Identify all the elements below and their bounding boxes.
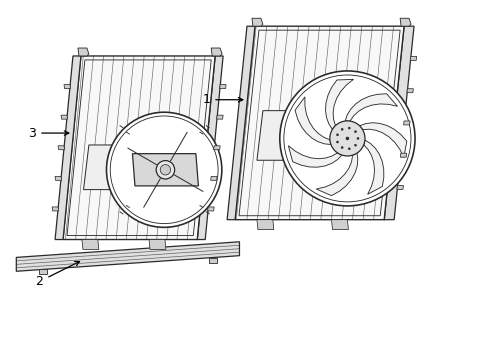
Ellipse shape <box>106 112 222 227</box>
Ellipse shape <box>348 148 350 150</box>
Polygon shape <box>211 176 217 180</box>
Polygon shape <box>39 269 47 274</box>
Polygon shape <box>252 18 263 26</box>
Ellipse shape <box>337 141 339 143</box>
Polygon shape <box>257 220 274 230</box>
Ellipse shape <box>354 144 357 146</box>
Polygon shape <box>295 97 331 144</box>
Polygon shape <box>325 79 353 129</box>
Ellipse shape <box>280 71 415 206</box>
Ellipse shape <box>345 137 349 140</box>
Polygon shape <box>404 121 410 125</box>
Ellipse shape <box>337 134 339 136</box>
Polygon shape <box>82 239 99 249</box>
Ellipse shape <box>156 161 174 179</box>
Polygon shape <box>316 153 358 195</box>
Polygon shape <box>208 207 214 211</box>
Polygon shape <box>61 115 68 119</box>
Polygon shape <box>214 146 220 150</box>
Text: 2: 2 <box>36 261 79 288</box>
Polygon shape <box>384 26 414 220</box>
Polygon shape <box>197 56 223 239</box>
Polygon shape <box>360 123 407 157</box>
Polygon shape <box>235 26 404 220</box>
Polygon shape <box>52 207 59 211</box>
Polygon shape <box>364 140 384 194</box>
Ellipse shape <box>341 128 343 130</box>
Text: 1: 1 <box>202 93 243 106</box>
Polygon shape <box>220 85 226 89</box>
Polygon shape <box>400 18 411 26</box>
Polygon shape <box>332 220 348 230</box>
Polygon shape <box>16 242 240 271</box>
Ellipse shape <box>330 121 365 156</box>
Polygon shape <box>257 111 294 160</box>
Ellipse shape <box>341 147 343 149</box>
Ellipse shape <box>354 131 357 133</box>
Text: 3: 3 <box>28 127 69 140</box>
Polygon shape <box>407 89 414 93</box>
Polygon shape <box>288 146 342 167</box>
Polygon shape <box>83 145 119 190</box>
Polygon shape <box>410 57 416 60</box>
Polygon shape <box>345 94 397 121</box>
Polygon shape <box>132 154 198 186</box>
Polygon shape <box>227 26 255 220</box>
Polygon shape <box>64 85 71 89</box>
Polygon shape <box>63 56 215 239</box>
Polygon shape <box>209 257 217 262</box>
Polygon shape <box>400 153 407 157</box>
Ellipse shape <box>348 127 350 129</box>
Polygon shape <box>55 176 62 180</box>
Polygon shape <box>55 56 81 239</box>
Polygon shape <box>149 239 166 249</box>
Polygon shape <box>397 185 403 189</box>
Ellipse shape <box>357 138 359 139</box>
Polygon shape <box>211 48 222 56</box>
Polygon shape <box>217 115 223 119</box>
Polygon shape <box>58 146 65 150</box>
Ellipse shape <box>160 165 171 175</box>
Polygon shape <box>78 48 89 56</box>
